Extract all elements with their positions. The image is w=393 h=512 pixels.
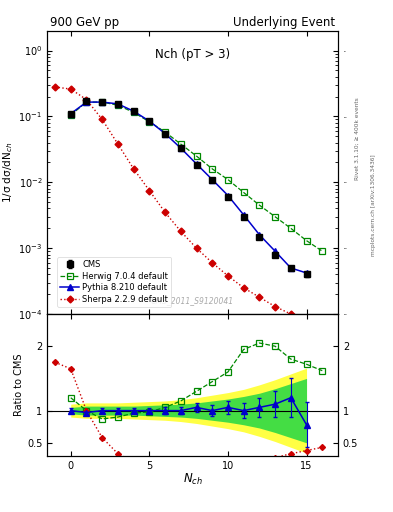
Sherpa 2.2.9 default (53, 84, 57, 90)
Sherpa 2.2.9 default (320, 326, 325, 332)
Text: CMS_2011_S9120041: CMS_2011_S9120041 (151, 296, 234, 306)
Line: Pythia 8.210 default: Pythia 8.210 default (68, 99, 310, 276)
Y-axis label: 1/σ dσ/dN$_{ch}$: 1/σ dσ/dN$_{ch}$ (2, 142, 15, 203)
Herwig 7.0.4 default (194, 153, 199, 159)
Sherpa 2.2.9 default (304, 317, 309, 324)
Pythia 8.210 default (210, 177, 215, 183)
Pythia 8.210 default (84, 99, 89, 105)
Pythia 8.210 default (116, 101, 120, 107)
Sherpa 2.2.9 default (84, 97, 89, 103)
Sherpa 2.2.9 default (273, 304, 277, 310)
Pythia 8.210 default (226, 193, 230, 199)
Sherpa 2.2.9 default (257, 294, 262, 300)
Herwig 7.0.4 default (226, 177, 230, 183)
Sherpa 2.2.9 default (131, 166, 136, 172)
Pythia 8.210 default (68, 111, 73, 117)
Herwig 7.0.4 default (68, 112, 73, 118)
Herwig 7.0.4 default (288, 225, 293, 231)
Pythia 8.210 default (194, 161, 199, 167)
Herwig 7.0.4 default (257, 202, 262, 208)
Pythia 8.210 default (100, 99, 105, 105)
Herwig 7.0.4 default (163, 129, 167, 135)
Pythia 8.210 default (163, 131, 167, 137)
Herwig 7.0.4 default (241, 189, 246, 196)
Line: Herwig 7.0.4 default: Herwig 7.0.4 default (68, 99, 325, 254)
Herwig 7.0.4 default (147, 119, 152, 125)
Herwig 7.0.4 default (210, 166, 215, 172)
Text: Rivet 3.1.10; ≥ 400k events: Rivet 3.1.10; ≥ 400k events (355, 97, 360, 180)
Sherpa 2.2.9 default (194, 245, 199, 251)
Herwig 7.0.4 default (131, 110, 136, 116)
Y-axis label: Ratio to CMS: Ratio to CMS (14, 354, 24, 416)
Pythia 8.210 default (273, 248, 277, 254)
Herwig 7.0.4 default (304, 238, 309, 244)
Sherpa 2.2.9 default (147, 187, 152, 194)
Pythia 8.210 default (257, 231, 262, 238)
Pythia 8.210 default (288, 265, 293, 271)
Text: 900 GeV pp: 900 GeV pp (50, 16, 119, 29)
Pythia 8.210 default (178, 145, 183, 151)
Sherpa 2.2.9 default (163, 209, 167, 216)
Sherpa 2.2.9 default (116, 141, 120, 147)
Text: Underlying Event: Underlying Event (233, 16, 335, 29)
Herwig 7.0.4 default (178, 141, 183, 147)
Pythia 8.210 default (131, 108, 136, 114)
Legend: CMS, Herwig 7.0.4 default, Pythia 8.210 default, Sherpa 2.2.9 default: CMS, Herwig 7.0.4 default, Pythia 8.210 … (57, 257, 171, 307)
Line: Sherpa 2.2.9 default: Sherpa 2.2.9 default (53, 84, 325, 331)
Text: Nch (pT > 3): Nch (pT > 3) (155, 48, 230, 61)
Herwig 7.0.4 default (320, 248, 325, 254)
Sherpa 2.2.9 default (178, 228, 183, 234)
Text: mcplots.cern.ch [arXiv:1306.3436]: mcplots.cern.ch [arXiv:1306.3436] (371, 154, 376, 255)
Sherpa 2.2.9 default (288, 311, 293, 317)
X-axis label: $N_{ch}$: $N_{ch}$ (183, 472, 202, 487)
Herwig 7.0.4 default (116, 102, 120, 108)
Pythia 8.210 default (304, 270, 309, 276)
Herwig 7.0.4 default (84, 99, 89, 105)
Sherpa 2.2.9 default (226, 273, 230, 279)
Sherpa 2.2.9 default (241, 285, 246, 291)
Herwig 7.0.4 default (100, 99, 105, 105)
Pythia 8.210 default (147, 118, 152, 124)
Pythia 8.210 default (241, 212, 246, 218)
Sherpa 2.2.9 default (210, 260, 215, 266)
Sherpa 2.2.9 default (68, 86, 73, 92)
Herwig 7.0.4 default (273, 214, 277, 220)
Sherpa 2.2.9 default (100, 116, 105, 122)
